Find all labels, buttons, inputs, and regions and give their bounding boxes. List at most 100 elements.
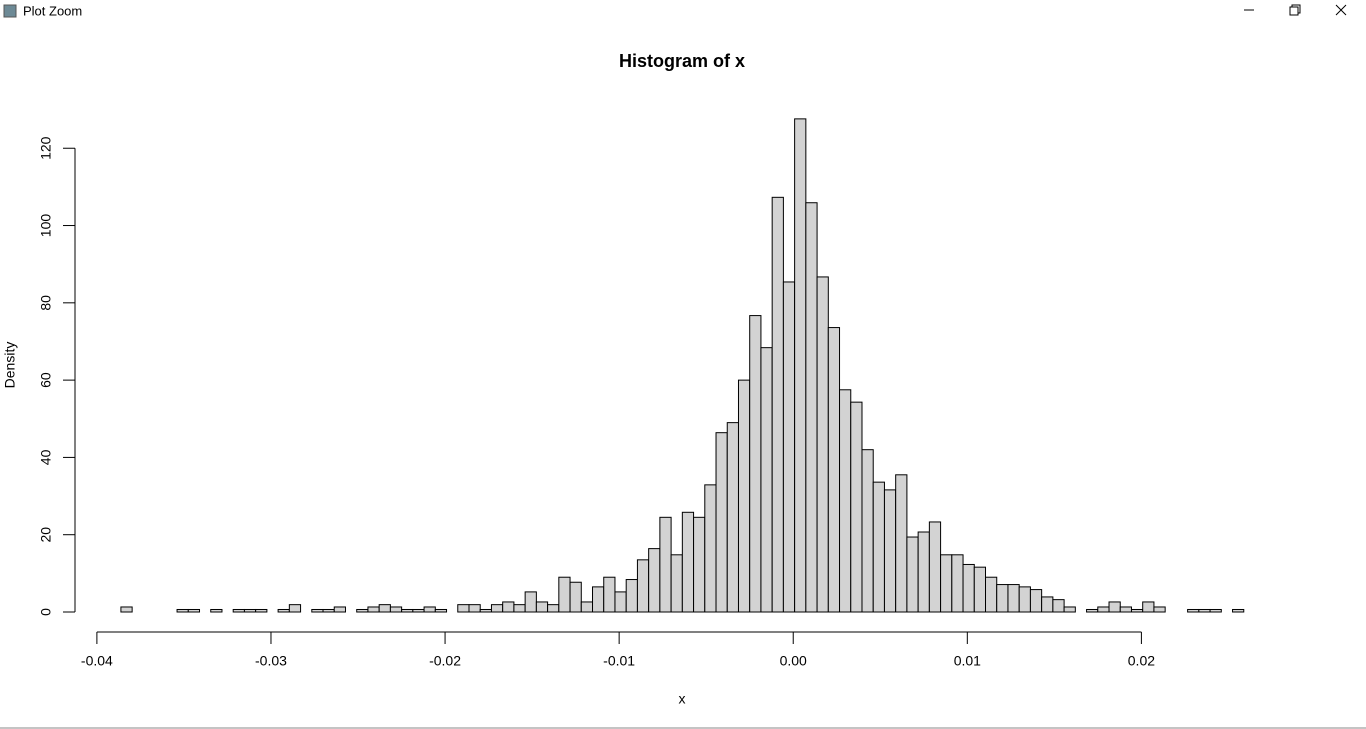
bar: [1153, 606, 1166, 613]
bar: [850, 401, 863, 613]
x-tick-label: -0.03: [255, 653, 287, 669]
bar: [1130, 608, 1144, 613]
bar: [210, 608, 223, 613]
y-tick-label: 80: [38, 295, 54, 311]
bar: [794, 118, 807, 613]
bar: [906, 536, 919, 613]
bar: [614, 591, 627, 613]
bar: [985, 576, 998, 613]
bar: [816, 276, 829, 613]
bar: [412, 608, 425, 613]
bar: [805, 202, 818, 613]
bar: [895, 474, 908, 613]
bar: [928, 521, 942, 613]
y-axis-label: Density: [2, 342, 18, 389]
bar: [1198, 608, 1211, 613]
bar: [580, 601, 594, 613]
bar: [1187, 608, 1200, 613]
bar: [255, 608, 268, 613]
bar: [861, 449, 874, 613]
bar: [243, 608, 257, 613]
bar: [502, 601, 515, 613]
bar: [951, 554, 964, 613]
bar: [120, 606, 133, 613]
y-tick-label: 40: [38, 449, 54, 465]
app-icon: [3, 4, 17, 18]
bar: [693, 516, 706, 613]
bar: [1052, 599, 1065, 613]
bar: [704, 484, 717, 613]
y-tick-label: 60: [38, 372, 54, 388]
bar: [558, 576, 571, 613]
restore-button[interactable]: [1289, 4, 1301, 16]
bar: [1142, 601, 1155, 613]
y-tick-label: 20: [38, 527, 54, 543]
bar: [468, 604, 481, 613]
bar: [648, 548, 661, 613]
bar: [1209, 608, 1222, 613]
chart-title: Histogram of x: [619, 51, 745, 71]
bar: [535, 601, 549, 613]
bar: [547, 604, 560, 613]
bar: [1086, 608, 1099, 613]
bar: [749, 315, 762, 613]
bar: [479, 608, 492, 613]
bar: [996, 584, 1009, 613]
x-tick-label: -0.02: [429, 653, 461, 669]
x-tick-label: 0.00: [780, 653, 807, 669]
bar: [356, 608, 369, 613]
bar: [423, 606, 436, 613]
x-axis-label: x: [679, 691, 686, 707]
bar: [636, 559, 650, 613]
bar: [187, 608, 201, 613]
bar: [389, 606, 403, 613]
x-tick-label: 0.01: [954, 653, 981, 669]
bar: [401, 608, 414, 613]
bar: [760, 347, 773, 613]
bar: [277, 608, 290, 613]
bar: [659, 516, 672, 613]
x-tick-label: 0.02: [1128, 653, 1155, 669]
bar: [670, 554, 683, 613]
bar: [311, 608, 324, 613]
bar: [962, 563, 975, 613]
x-tick-label: -0.04: [81, 653, 113, 669]
bar: [524, 591, 537, 613]
bar: [176, 608, 189, 613]
bar: [232, 608, 245, 613]
bar: [1097, 606, 1110, 613]
bar: [1018, 586, 1031, 613]
bar: [973, 566, 987, 613]
bar: [1007, 584, 1020, 613]
bar: [513, 604, 526, 613]
bar: [681, 511, 695, 613]
bar: [434, 608, 448, 613]
bar: [378, 604, 391, 613]
bar: [726, 422, 739, 613]
bar: [782, 281, 796, 613]
bar: [569, 581, 582, 613]
bar: [1063, 606, 1076, 613]
bar: [839, 389, 852, 613]
bar: [490, 604, 504, 613]
bar: [367, 606, 380, 613]
bar: [872, 481, 885, 613]
bar: [625, 579, 638, 613]
y-tick-label: 0: [38, 608, 54, 616]
bar: [883, 489, 897, 613]
bar: [1119, 606, 1132, 613]
bar: [592, 586, 605, 613]
window-title: Plot Zoom: [23, 3, 82, 18]
bar: [1232, 608, 1245, 613]
bar: [1029, 589, 1043, 613]
bar: [1041, 596, 1054, 613]
bar: [917, 531, 930, 613]
bar: [457, 604, 470, 613]
bar: [715, 432, 728, 613]
y-tick-label: 120: [38, 136, 54, 160]
bar: [288, 604, 302, 613]
bar: [1108, 601, 1121, 613]
close-button[interactable]: [1335, 4, 1347, 16]
